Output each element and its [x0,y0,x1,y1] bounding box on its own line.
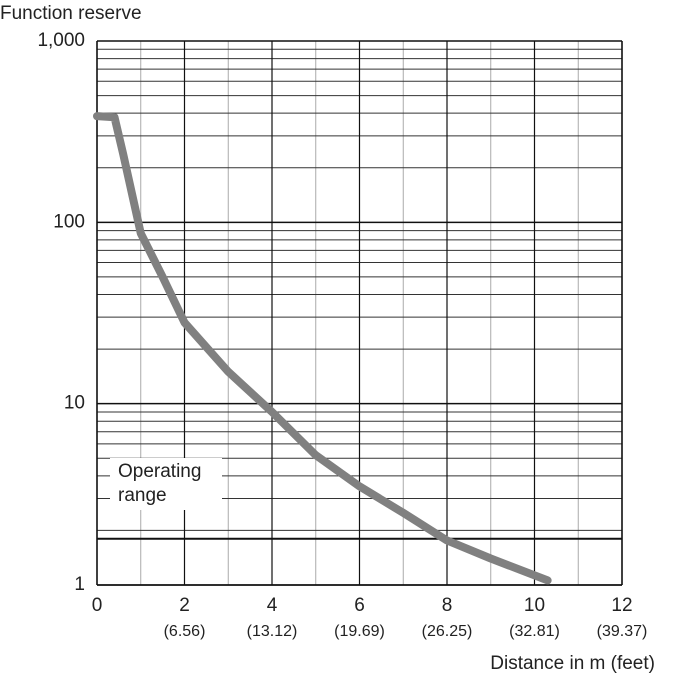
x-tick-label: 6 [354,595,365,616]
x-tick-sublabel: (26.25) [422,623,473,640]
annotation-background [110,458,222,510]
y-tick-label: 1 [74,574,85,595]
x-tick-sublabel: (6.56) [164,623,206,640]
x-tick-label: 2 [179,595,190,616]
chart-title: Function reserve [0,3,142,24]
annotation-line: range [118,485,167,506]
annotation: Operating range [118,461,201,506]
x-tick-sublabel: (39.37) [597,623,648,640]
y-tick-label: 100 [53,211,85,232]
x-tick-label: 0 [92,595,103,616]
x-tick-sublabel: (13.12) [247,623,298,640]
x-axis-label: Distance in m (feet) [490,653,655,674]
y-tick-label: 10 [64,393,85,414]
x-tick-label: 8 [442,595,453,616]
y-tick-label: 1,000 [37,30,85,51]
data-line [93,112,552,585]
annotation-line: Operating [118,461,201,482]
x-tick-sublabel: (19.69) [334,623,385,640]
x-tick-sublabel: (32.81) [509,623,560,640]
x-tick-label: 12 [611,595,632,616]
x-tick-label: 4 [267,595,278,616]
x-tick-label: 10 [524,595,545,616]
